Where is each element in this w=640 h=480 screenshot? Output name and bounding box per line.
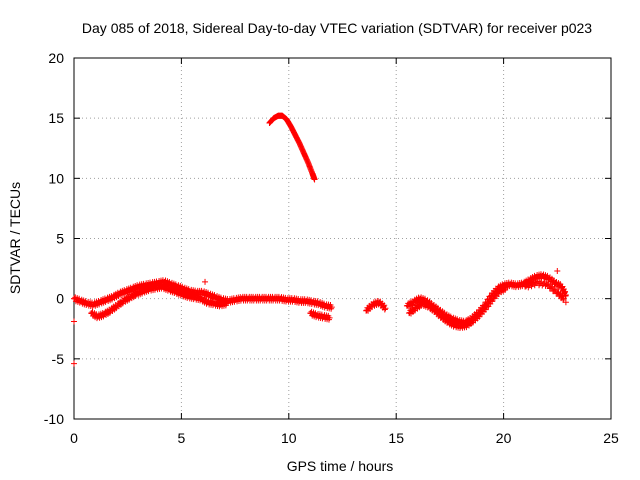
second-pass-point [382, 305, 389, 312]
second-pass-point [381, 306, 388, 313]
y-tick-label: 20 [48, 50, 64, 66]
outliers-point [202, 278, 209, 285]
axis-ticks: 0 5 10 15 20 25 -10 -5 0 5 10 15 20 [44, 50, 619, 446]
second-pass-lower-point [560, 295, 567, 302]
x-tick-label: 10 [281, 430, 297, 446]
outliers-point [71, 318, 77, 325]
x-tick-label: 25 [603, 430, 619, 446]
lower-band-point [223, 300, 230, 307]
y-axis-label: SDTVAR / TECUs [7, 182, 23, 294]
y-tick-label: 0 [56, 291, 64, 307]
y-tick-label: 5 [56, 231, 64, 247]
main-band-point [328, 304, 335, 311]
second-pass-lower-point [501, 283, 508, 290]
second-pass-lower-point [552, 286, 559, 293]
chart-title: Day 085 of 2018, Sidereal Day-to-day VTE… [82, 20, 592, 36]
x-tick-label: 5 [178, 430, 186, 446]
second-pass-lower-point [544, 282, 551, 289]
x-tick-label: 15 [388, 430, 404, 446]
second-pass-lower-point [545, 281, 552, 288]
lower-band-point [326, 314, 333, 321]
second-pass-lower-point [547, 284, 554, 291]
second-pass-lower-point [551, 287, 558, 294]
second-pass-lower-point [489, 298, 496, 305]
y-tick-label: -5 [52, 351, 65, 367]
data-points [71, 112, 569, 367]
x-tick-label: 20 [496, 430, 512, 446]
grid-lines [74, 58, 611, 419]
second-pass-point [381, 302, 388, 309]
y-tick-label: -10 [44, 411, 64, 427]
x-axis-label: GPS time / hours [287, 458, 394, 474]
outliers-point [71, 360, 77, 367]
second-pass-lower-point [559, 292, 566, 299]
high-arc-point [311, 176, 318, 183]
second-pass-lower-point [548, 283, 555, 290]
second-pass-lower-point [450, 323, 457, 330]
second-pass-point [562, 292, 569, 299]
second-pass-lower-point [502, 284, 509, 291]
y-tick-label: 15 [48, 110, 64, 126]
outliers-point [554, 267, 561, 274]
y-tick-label: 10 [48, 170, 64, 186]
outliers-point [562, 299, 569, 306]
x-tick-label: 0 [70, 430, 78, 446]
second-pass-lower-point [482, 306, 489, 313]
lower-band-point [203, 300, 210, 307]
